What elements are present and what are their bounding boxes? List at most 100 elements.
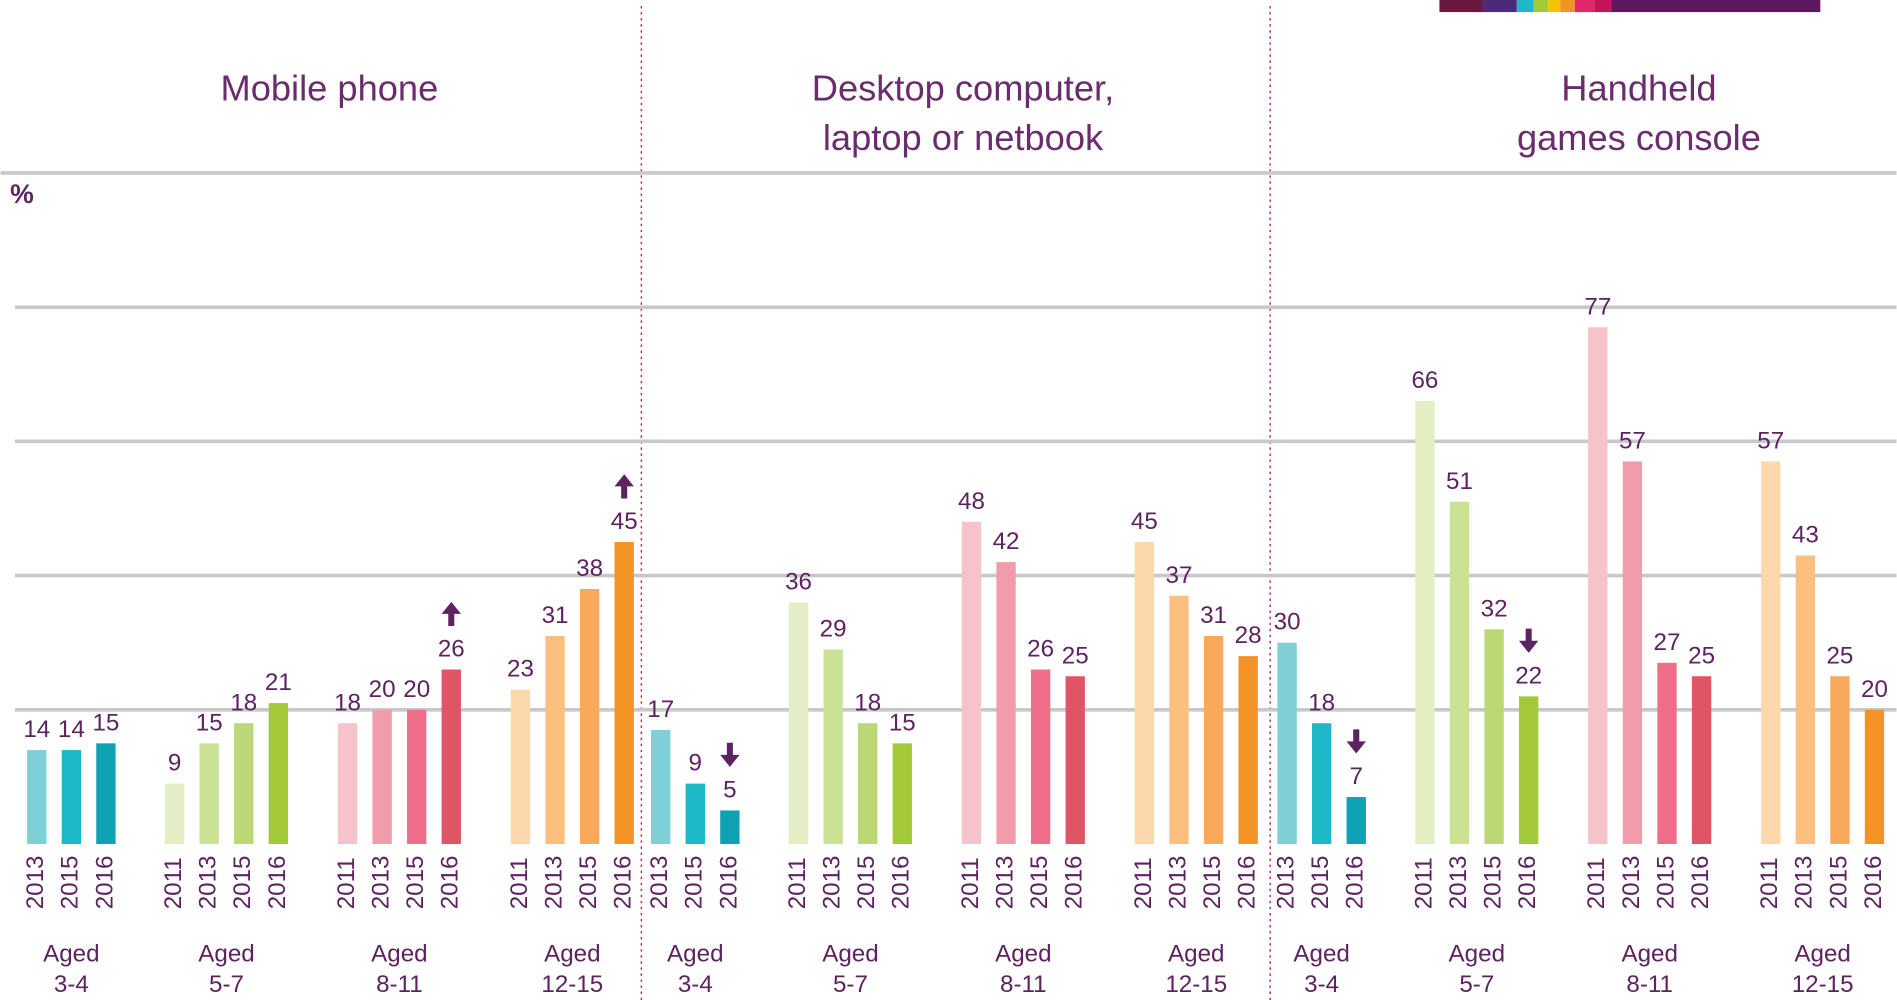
group-label: 8-11 [1000, 971, 1047, 998]
bar [372, 709, 392, 845]
x-tick-label: 2013 [22, 856, 49, 910]
group-label: 3-4 [1304, 971, 1339, 998]
group-label: 12-15 [541, 971, 603, 998]
x-tick-label: 2013 [1618, 856, 1645, 910]
group-label: 5-7 [833, 971, 868, 998]
x-tick-label: 2015 [853, 856, 880, 910]
group-label: 8-11 [1626, 971, 1673, 998]
x-tick-label: 2011 [160, 857, 187, 909]
value-label: 20 [403, 676, 430, 703]
value-label: 30 [1274, 609, 1301, 636]
bar [164, 783, 185, 845]
x-tick-label: 2013 [819, 856, 846, 910]
group-label: 3-4 [678, 971, 713, 998]
value-label: 29 [820, 615, 847, 642]
bar [579, 588, 600, 845]
change-arrow [614, 474, 634, 499]
bar [1657, 662, 1677, 845]
bar [1065, 676, 1085, 845]
x-tick-label: 2016 [1514, 856, 1541, 910]
value-label: 18 [230, 689, 257, 716]
value-label: 45 [611, 508, 638, 535]
group-label: Aged [1449, 941, 1505, 968]
group-label: Aged [198, 941, 254, 968]
value-label: 15 [889, 709, 916, 736]
value-label: 14 [58, 716, 85, 743]
bar [1169, 595, 1189, 845]
x-tick-label: 2013 [1445, 856, 1472, 910]
bar [823, 649, 843, 845]
bar [96, 743, 116, 845]
bar [1238, 656, 1258, 845]
x-tick-label: 2015 [575, 856, 602, 910]
panel-title: Handheld [1561, 67, 1716, 108]
bar [27, 750, 47, 845]
bar [1030, 669, 1051, 845]
value-label: 28 [1235, 622, 1262, 649]
x-tick-label: 2011 [1410, 857, 1437, 909]
x-tick-label: 2015 [229, 856, 256, 910]
x-tick-label: 2016 [888, 856, 915, 910]
x-tick-label: 2015 [1199, 856, 1226, 910]
x-tick-label: 2011 [957, 857, 984, 909]
x-tick-label: 2015 [402, 856, 429, 910]
bar [651, 729, 671, 845]
y-axis-label: % [10, 179, 34, 209]
x-tick-label: 2016 [1342, 856, 1369, 910]
group-label: Aged [1794, 941, 1850, 968]
bar [1134, 542, 1155, 845]
x-tick-label: 2015 [1026, 856, 1053, 910]
group-label: Aged [822, 941, 878, 968]
x-tick-label: 2013 [1791, 856, 1818, 910]
bar [337, 723, 358, 845]
bar [858, 723, 878, 845]
bar [1277, 642, 1297, 845]
value-label: 25 [1826, 642, 1853, 669]
group-label: Aged [544, 941, 600, 968]
value-label: 18 [334, 689, 361, 716]
value-label: 14 [23, 716, 50, 743]
value-label: 38 [576, 555, 603, 582]
bar [1622, 461, 1643, 845]
x-tick-label: 2011 [784, 857, 811, 909]
bar [1795, 555, 1816, 845]
x-tick-label: 2013 [646, 856, 673, 910]
x-tick-label: 2016 [610, 856, 637, 910]
value-label: 51 [1446, 468, 1473, 495]
panel-title: Mobile phone [221, 67, 439, 108]
value-label: 37 [1166, 562, 1193, 589]
value-label: 23 [507, 656, 534, 683]
x-tick-label: 2013 [991, 856, 1018, 910]
bar [510, 689, 531, 845]
bar [996, 562, 1016, 845]
group-label: 12-15 [1165, 971, 1227, 998]
x-tick-label: 2016 [1860, 856, 1887, 910]
value-label: 48 [958, 488, 985, 515]
group-label: Aged [1168, 941, 1224, 968]
bar [545, 635, 565, 845]
value-label: 21 [265, 669, 292, 696]
value-label: 9 [689, 750, 702, 777]
change-arrow [441, 601, 461, 626]
bar [1864, 709, 1885, 845]
value-label: 5 [723, 777, 736, 804]
panel-title: Desktop computer, [812, 67, 1114, 108]
x-tick-label: 2015 [1652, 856, 1679, 910]
bar [1761, 461, 1781, 845]
bar [234, 723, 254, 845]
x-tick-label: 2015 [681, 856, 708, 910]
bar [685, 783, 705, 845]
group-label: Aged [667, 941, 723, 968]
value-label: 57 [1619, 428, 1646, 455]
bar [614, 542, 634, 845]
bar [1691, 676, 1712, 845]
bar [1518, 696, 1539, 845]
value-label: 32 [1481, 595, 1508, 622]
value-label: 20 [1861, 676, 1888, 703]
bar [892, 743, 912, 845]
bar [1203, 635, 1224, 845]
value-label: 26 [1027, 636, 1054, 663]
value-label: 22 [1515, 662, 1542, 689]
group-label: 8-11 [376, 971, 423, 998]
